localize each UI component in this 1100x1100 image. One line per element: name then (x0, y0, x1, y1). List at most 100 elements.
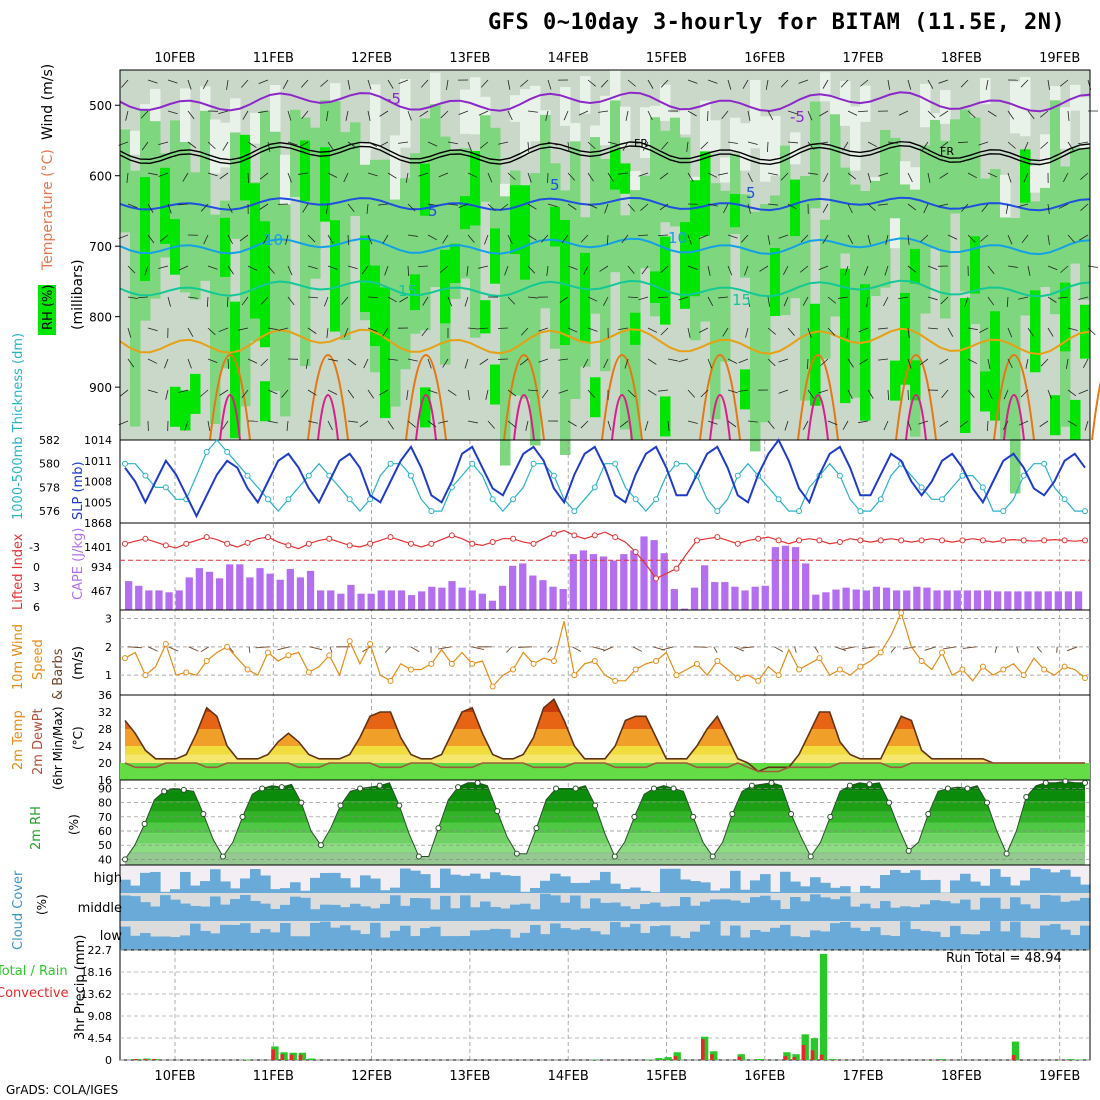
wind-barb (939, 420, 949, 427)
cloud-cover-bar (760, 874, 771, 893)
wind-barb (967, 358, 978, 364)
wind-barb (259, 203, 269, 210)
wind-barb (847, 203, 853, 214)
wind-barb (857, 110, 869, 113)
wind-barb (563, 110, 569, 121)
cloud-cover-bar (420, 928, 431, 950)
rh-dry-patch (1060, 107, 1071, 149)
rh-wet-patch (560, 219, 571, 346)
rh-moist-patch (990, 169, 1001, 381)
rh-line-point (768, 779, 775, 786)
temp-contour-5 (119, 196, 1091, 212)
wind-barb (727, 389, 738, 394)
cloud-cover-bar (660, 925, 671, 950)
rh-wet-patch (230, 301, 241, 439)
cloud-cover-bar (670, 936, 681, 950)
cape-bar (640, 536, 648, 610)
cape-bar (145, 590, 153, 610)
rh-band (125, 843, 1085, 855)
cloud-cover-bar (840, 886, 851, 893)
wind-barb (1067, 234, 1075, 243)
rh-line-point (925, 811, 932, 817)
wind-barb (387, 420, 395, 430)
lifted-index-axis-label: Lifted Index (11, 533, 26, 610)
wind-barb (241, 296, 249, 306)
wind-barb (467, 420, 478, 424)
date-label-bottom: 15FEB (646, 1069, 687, 1084)
cloud-cover-bar (730, 925, 741, 950)
wind-barb (964, 296, 969, 307)
precip-convective-bar (289, 1054, 294, 1060)
wind-barb (305, 358, 309, 369)
rh-band-low (125, 852, 1085, 865)
rh-dry-patch (920, 83, 931, 128)
rh-dry-patch (840, 81, 851, 126)
wind-barb (1067, 327, 1078, 331)
wind-barb (263, 234, 269, 245)
cloud-cover-bar (750, 880, 761, 893)
wind-barb (642, 141, 649, 151)
wind-barb (578, 110, 589, 116)
wind-barb (625, 110, 629, 121)
wind-barb-10m (200, 646, 210, 653)
wind-barb (1047, 327, 1054, 337)
rh-dry-patch (640, 107, 651, 158)
wind-barb (167, 79, 178, 84)
cloud-cover-bar (800, 937, 811, 950)
date-label-top: 16FEB (744, 51, 785, 66)
rh-dry-patch (620, 106, 631, 149)
thickness-line-point (632, 496, 639, 503)
wind-barb (727, 79, 732, 90)
cloud-cover-bar (320, 904, 331, 921)
wind-barb (178, 389, 189, 393)
rh-moist-patch (700, 155, 711, 322)
wind-barb (784, 420, 789, 431)
cloud-cover-bar (400, 868, 411, 893)
wind-barb (767, 141, 769, 153)
cloud-cover-bar (390, 930, 401, 950)
wind-barb (939, 172, 949, 179)
wind-barb (387, 296, 397, 303)
wind-barb (842, 141, 849, 151)
wind-barb (507, 172, 516, 181)
temp-axis-label-1: 2m Temp (11, 710, 26, 770)
wind-barb (867, 141, 878, 148)
wind-barb (624, 358, 629, 369)
cloud-cover-bar (790, 896, 801, 921)
rh-dry-patch (280, 154, 291, 210)
cape-bar (418, 591, 426, 610)
cloud-cover-bar (410, 936, 421, 950)
wind-barb (1025, 358, 1029, 369)
wind-barb (1079, 234, 1089, 241)
wind-barb (487, 172, 493, 183)
wind-barb (939, 141, 949, 149)
cloud-cover-bar (870, 927, 881, 950)
wind-barb (427, 420, 437, 428)
wind-speed-line-point (203, 658, 210, 664)
cloud-level-label: middle (78, 901, 122, 916)
cape-bar (286, 569, 294, 610)
precip-convective-bar (783, 1056, 787, 1060)
wind-tick-label: 3 (105, 613, 112, 626)
cloud-cover-bar (900, 921, 911, 950)
wind-barb (987, 265, 995, 275)
cloud-cover-bar (570, 882, 581, 893)
wind-barb (698, 234, 709, 240)
wind-barb (866, 296, 869, 307)
wind-barb (967, 110, 976, 119)
cloud-cover-bar (830, 899, 841, 921)
cape-bar (933, 590, 941, 610)
thickness-line-point (591, 484, 598, 491)
cloud-cover-bar (650, 892, 661, 893)
wind-barb (1023, 141, 1029, 152)
rh-moist-patch (860, 191, 871, 373)
wind-barb (326, 110, 329, 121)
wind-barb (967, 389, 975, 399)
rh-line-point (631, 813, 638, 820)
wind-barb (160, 234, 169, 242)
cape-bar (852, 589, 860, 610)
wind-barb (507, 110, 513, 121)
lifted-index-line-point (1061, 537, 1068, 544)
rh-dry-patch (580, 76, 591, 114)
precip-tick-label: 18.16 (81, 966, 113, 979)
